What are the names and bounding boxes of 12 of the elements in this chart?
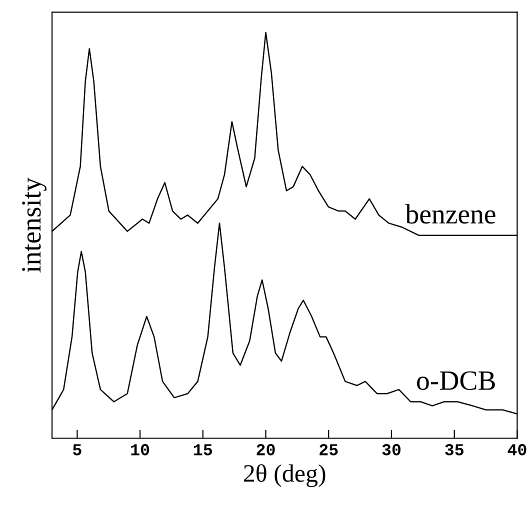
series-label: o-DCB	[417, 371, 495, 390]
x-tick-label: 5	[73, 444, 82, 456]
x-tick-label: 20	[256, 444, 275, 456]
x-tick-label: 25	[320, 444, 338, 456]
x-tick-label: 15	[194, 444, 212, 456]
x-tick-label: 40	[508, 444, 526, 456]
x-tick-label: 35	[445, 444, 464, 456]
x-tick-label: 10	[131, 444, 150, 456]
y-axis-title: intensity	[22, 178, 46, 272]
x-axis-title: 2θ (deg)	[244, 464, 326, 488]
x-tick-label: 30	[382, 444, 401, 456]
series-label: benzene	[405, 204, 496, 224]
